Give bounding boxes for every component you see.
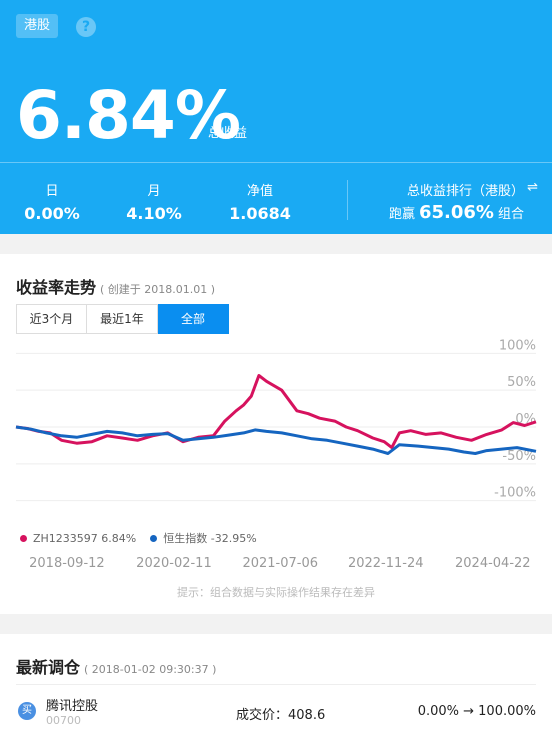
y-tick-label: 100%: [499, 338, 536, 353]
x-tick-label: 2018-09-12: [29, 556, 105, 571]
created-date: ( 创建于 2018.01.01 ): [100, 283, 216, 296]
x-axis-ticks: 2018-09-12 2020-02-11 2021-07-06 2022-11-24…: [0, 556, 552, 576]
y-tick-label: 50%: [507, 375, 536, 390]
trades-title: 最新调仓: [16, 658, 81, 677]
tab-all[interactable]: 全部: [158, 304, 229, 334]
stock-name[interactable]: 腾讯控股: [46, 699, 99, 714]
monthly-return-value: 4.10%: [126, 204, 182, 223]
market-tag: 港股: [16, 14, 59, 38]
help-icon[interactable]: ?: [76, 17, 96, 37]
x-tick-label: 2022-11-24: [347, 556, 424, 571]
trade-time: ( 2018-01-02 09:30:37 ): [84, 663, 217, 676]
stats-divider: [347, 180, 348, 220]
x-tick-label: 2021-07-06: [242, 556, 318, 571]
x-tick-label: 2024-04-22: [455, 556, 531, 571]
rank-value: 65.06%: [419, 202, 494, 223]
net-value-label: 净值: [246, 184, 273, 199]
rank-row: 跑赢 65.06% 组合: [389, 202, 524, 223]
total-return-label: 总收益: [208, 126, 248, 141]
chart-title: 收益率走势: [16, 278, 97, 297]
daily-return-stat: 日 0.00%: [22, 180, 82, 223]
return-trend-card: 收益率走势( 创建于 2018.01.01 ) 近3个月 最近1年 全部 100…: [0, 254, 552, 614]
legend-label-hsi: 恒生指数 -32.95%: [163, 532, 257, 545]
legend-item-portfolio: ZH1233597 6.84%: [20, 530, 136, 546]
y-tick-label: -50%: [502, 449, 536, 464]
buy-badge: 买: [18, 702, 36, 720]
portfolio-header: 港股 ? 6.84% 总收益 日 0.00% 月 4.10% 净值 1.0684…: [0, 0, 552, 234]
latest-rebalance-card: 最新调仓( 2018-01-02 09:30:37 ) 买 腾讯控股 00700…: [0, 634, 552, 742]
monthly-return-stat: 月 4.10%: [124, 180, 184, 223]
series-line-hsi: [15, 425, 537, 455]
trades-section-title: 最新调仓( 2018-01-02 09:30:37 ): [16, 654, 216, 678]
header-divider: [0, 162, 552, 163]
stock-code: 00700: [46, 714, 81, 727]
chart-legend: ZH1233597 6.84% 恒生指数 -32.95%: [20, 530, 257, 546]
series-line-portfolio: [15, 374, 537, 450]
y-tick-label: -100%: [494, 486, 536, 501]
range-tabs: 近3个月 最近1年 全部: [16, 304, 229, 334]
tab-3-months[interactable]: 近3个月: [16, 304, 87, 334]
disclaimer: 提示：组合数据与实际操作结果存在差异: [177, 586, 375, 599]
legend-dot-hsi: [150, 534, 158, 542]
chart-section-title: 收益率走势( 创建于 2018.01.01 ): [16, 274, 215, 298]
legend-label-portfolio: ZH1233597 6.84%: [33, 531, 137, 545]
swap-icon[interactable]: ⇌: [527, 180, 538, 195]
net-value-stat: 净值 1.0684: [226, 180, 294, 223]
rank-label: 总收益排行（港股）: [406, 184, 524, 199]
legend-dot-portfolio: [20, 534, 27, 542]
rank-suffix: 组合: [497, 207, 524, 222]
deal-price: 成交价：408.6: [236, 708, 326, 723]
tab-1-year[interactable]: 最近1年: [87, 304, 158, 334]
weight-change: 0.00% → 100.00%: [417, 704, 536, 719]
rank-prefix: 跑赢: [388, 207, 415, 222]
legend-item-hsi: 恒生指数 -32.95%: [150, 530, 257, 546]
trades-divider: [16, 684, 536, 685]
monthly-return-label: 月: [147, 184, 161, 199]
net-value-value: 1.0684: [229, 204, 291, 223]
return-line-chart: 100%50%0%-50%-100%: [15, 338, 537, 502]
x-tick-label: 2020-02-11: [136, 556, 212, 571]
daily-return-label: 日: [45, 184, 59, 199]
daily-return-value: 0.00%: [24, 204, 80, 223]
total-return-value: 6.84%: [16, 77, 241, 154]
return-rank[interactable]: 总收益排行（港股） 跑赢 65.06% 组合: [389, 180, 524, 223]
